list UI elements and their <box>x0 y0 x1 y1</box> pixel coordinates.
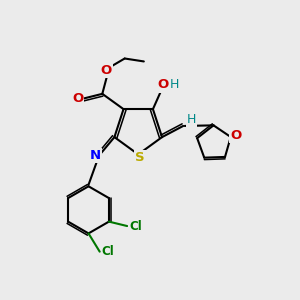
Text: Cl: Cl <box>102 245 114 258</box>
Text: O: O <box>72 92 83 105</box>
Text: O: O <box>230 129 242 142</box>
Text: Cl: Cl <box>129 220 142 232</box>
Text: H: H <box>187 113 196 126</box>
Text: N: N <box>90 149 101 162</box>
Text: O: O <box>100 64 112 77</box>
Text: S: S <box>135 152 145 164</box>
Text: O: O <box>157 79 169 92</box>
Text: H: H <box>170 79 179 92</box>
